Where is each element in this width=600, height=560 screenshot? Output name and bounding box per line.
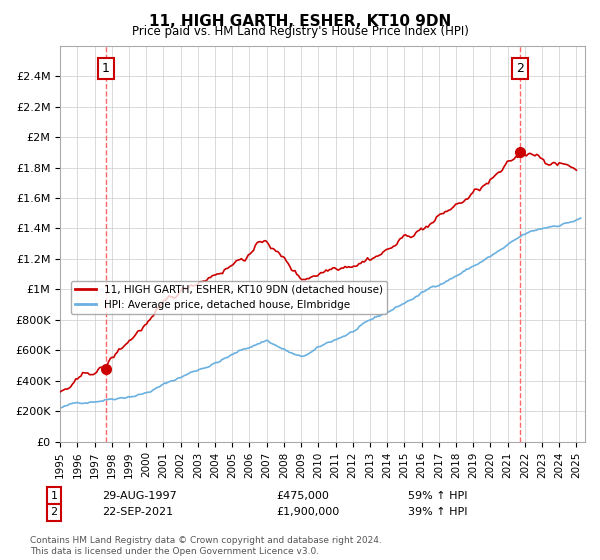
Text: 11, HIGH GARTH, ESHER, KT10 9DN: 11, HIGH GARTH, ESHER, KT10 9DN [149,14,451,29]
Text: 1: 1 [50,491,58,501]
Text: 2: 2 [516,62,524,75]
Text: £1,900,000: £1,900,000 [276,507,339,517]
Text: 59% ↑ HPI: 59% ↑ HPI [408,491,467,501]
Text: 39% ↑ HPI: 39% ↑ HPI [408,507,467,517]
Text: Price paid vs. HM Land Registry's House Price Index (HPI): Price paid vs. HM Land Registry's House … [131,25,469,38]
Text: 2: 2 [50,507,58,517]
Text: 1: 1 [102,62,110,75]
Legend: 11, HIGH GARTH, ESHER, KT10 9DN (detached house), HPI: Average price, detached h: 11, HIGH GARTH, ESHER, KT10 9DN (detache… [71,281,387,314]
Text: Contains HM Land Registry data © Crown copyright and database right 2024.
This d: Contains HM Land Registry data © Crown c… [30,536,382,556]
Text: 22-SEP-2021: 22-SEP-2021 [102,507,173,517]
Text: 29-AUG-1997: 29-AUG-1997 [102,491,177,501]
Text: £475,000: £475,000 [276,491,329,501]
